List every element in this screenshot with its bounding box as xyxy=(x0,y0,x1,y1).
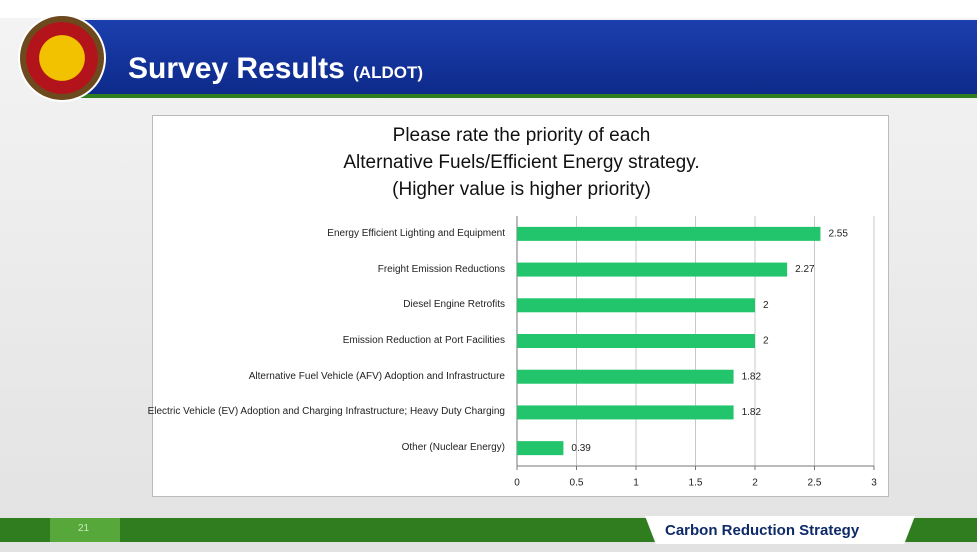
slide-title-row: Survey Results (ALDOT) xyxy=(128,52,423,86)
bar xyxy=(517,298,755,313)
x-tick-label: 1 xyxy=(633,478,639,489)
value-label: 1.82 xyxy=(742,371,762,382)
bar xyxy=(517,369,734,384)
category-label: Diesel Engine Retrofits xyxy=(403,299,505,311)
category-labels: Energy Efficient Lighting and Equipment F… xyxy=(148,116,890,498)
value-label: 2 xyxy=(763,300,769,311)
category-label: Emission Reduction at Port Facilities xyxy=(342,335,505,346)
value-label: 0.39 xyxy=(571,443,591,454)
bar xyxy=(517,334,755,348)
slide-title: Survey Results xyxy=(128,52,345,85)
bar xyxy=(517,262,788,277)
category-label: Energy Efficient Lighting and Equipment xyxy=(327,227,505,239)
x-tick-label: 2.5 xyxy=(808,478,822,489)
x-tick-label: 0.5 xyxy=(570,478,584,489)
footer-label-bg xyxy=(645,516,915,544)
x-tick-label: 1.5 xyxy=(689,478,703,489)
x-tick-label: 0 xyxy=(514,478,520,489)
value-label: 2.55 xyxy=(828,228,848,239)
x-tick-label: 3 xyxy=(871,478,877,489)
footer-number-box xyxy=(50,518,120,542)
chart: 0 0.5 1 1.5 2 2.5 3 2.55 2.27 2 2 1.82 1.82 0.39 xyxy=(514,216,877,489)
slide-subtitle: (ALDOT) xyxy=(353,63,423,82)
header-top xyxy=(0,0,977,18)
x-tick-label: 2 xyxy=(752,478,758,489)
bar xyxy=(517,226,821,241)
logo xyxy=(18,14,106,102)
footer-text: Carbon Reduction Strategy xyxy=(665,522,860,539)
header-line xyxy=(60,94,977,98)
category-label: Alternative Fuel Vehicle (AFV) Adoption … xyxy=(248,370,505,382)
category-label: Other (Nuclear Energy) xyxy=(401,442,505,454)
header-bar xyxy=(60,20,977,94)
page-number: 21 xyxy=(78,523,90,534)
value-label: 2.27 xyxy=(795,264,815,275)
bar xyxy=(517,405,734,420)
chart-box: Please rate the priority of each Alterna… xyxy=(148,115,890,498)
bar xyxy=(517,441,564,456)
chart-title: Please rate the priority of each Alterna… xyxy=(343,125,700,200)
category-label: Freight Emission Reductions xyxy=(377,263,505,275)
value-label: 2 xyxy=(763,336,769,347)
category-label: Electric Vehicle (EV) Adoption and Charg… xyxy=(147,406,505,418)
value-label: 1.82 xyxy=(742,407,762,418)
